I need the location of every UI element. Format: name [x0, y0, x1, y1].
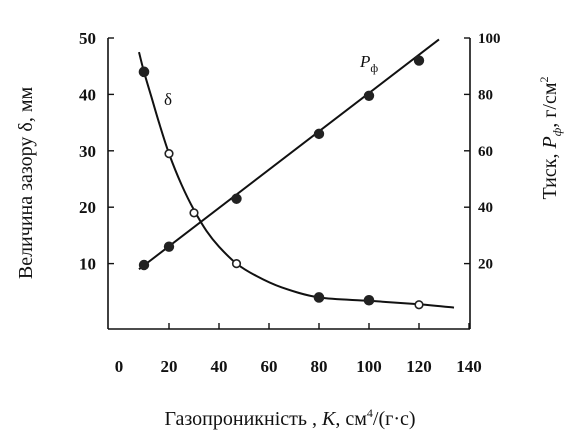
series-delta-line [138, 51, 455, 309]
series-delta-point-5 [363, 294, 375, 306]
plot-area [138, 38, 455, 310]
y-left-tick-label-30: 30 [79, 142, 96, 161]
series-p-point-5 [413, 55, 425, 66]
series-label-p-sub: ф [370, 61, 378, 75]
y-left-tick-label-10: 10 [79, 255, 96, 274]
y-right-tick-label-20: 20 [478, 257, 493, 273]
y-left-tick-label-20: 20 [79, 198, 96, 217]
series-label-delta: δ [164, 90, 172, 109]
x-tick-label-140: 140 [456, 357, 482, 376]
series-label-p: Pф [359, 52, 378, 75]
y-axis-right-label: Тиск, Pф, г/см2 [537, 76, 564, 199]
y-left-tick-label-40: 40 [79, 85, 96, 104]
series-delta-point-4 [313, 292, 325, 303]
y-axis-right-label-var: P [539, 136, 561, 149]
x-tick-label-20: 20 [161, 357, 178, 376]
y-axis-right-label-unit: , г/см [539, 82, 561, 128]
x-tick-label-120: 120 [406, 357, 432, 376]
series-p-line [138, 38, 440, 271]
y-left-tick-label-50: 50 [79, 29, 96, 48]
y-axis-left-label: Величина зазору δ, мм [15, 87, 37, 280]
series-delta-point-6 [414, 300, 424, 310]
x-tick-label-40: 40 [211, 357, 228, 376]
y-axis-right-label-sup: 2 [537, 76, 551, 82]
series-p-point-2 [231, 193, 242, 204]
tick-labels: 0 20 40 60 80 100 120 140 10 20 30 40 50 20 40 60 80 100 [79, 29, 501, 376]
y-axis-right-label-prefix: Тиск, [539, 149, 561, 200]
axes [107, 38, 471, 330]
y-right-tick-label-60: 60 [478, 144, 493, 160]
x-axis-label: Газопроникність , K, см4/(г·с) [164, 406, 415, 430]
x-axis-label-unit-sup: 4 [367, 406, 373, 420]
x-tick-label-80: 80 [311, 357, 328, 376]
series-delta-point-2 [189, 208, 199, 218]
series-p-point-0 [138, 259, 150, 271]
series-delta-point-0 [138, 66, 150, 78]
series-label-p-main: P [359, 52, 370, 71]
x-tick-label-100: 100 [356, 357, 382, 376]
x-axis-label-unit-b: /(г·с) [373, 408, 416, 430]
series-delta-point-3 [231, 259, 242, 269]
series-p-point-4 [363, 90, 375, 102]
x-axis-label-var: K [321, 408, 337, 430]
x-axis-label-prefix: Газопроникність , [164, 408, 322, 430]
tick-marks [108, 37, 470, 329]
y-right-tick-label-80: 80 [478, 87, 493, 103]
series-delta-point-1 [164, 149, 174, 159]
series-p-point-1 [163, 241, 175, 252]
x-tick-label-0: 0 [115, 357, 124, 376]
y-right-tick-label-40: 40 [478, 200, 493, 216]
series-p-point-3 [313, 128, 325, 140]
y-axis-right-label-sub: ф [550, 127, 564, 136]
y-right-tick-label-100: 100 [478, 31, 501, 47]
x-axis-label-unit-a: , см [335, 408, 367, 430]
x-tick-label-60: 60 [261, 357, 278, 376]
